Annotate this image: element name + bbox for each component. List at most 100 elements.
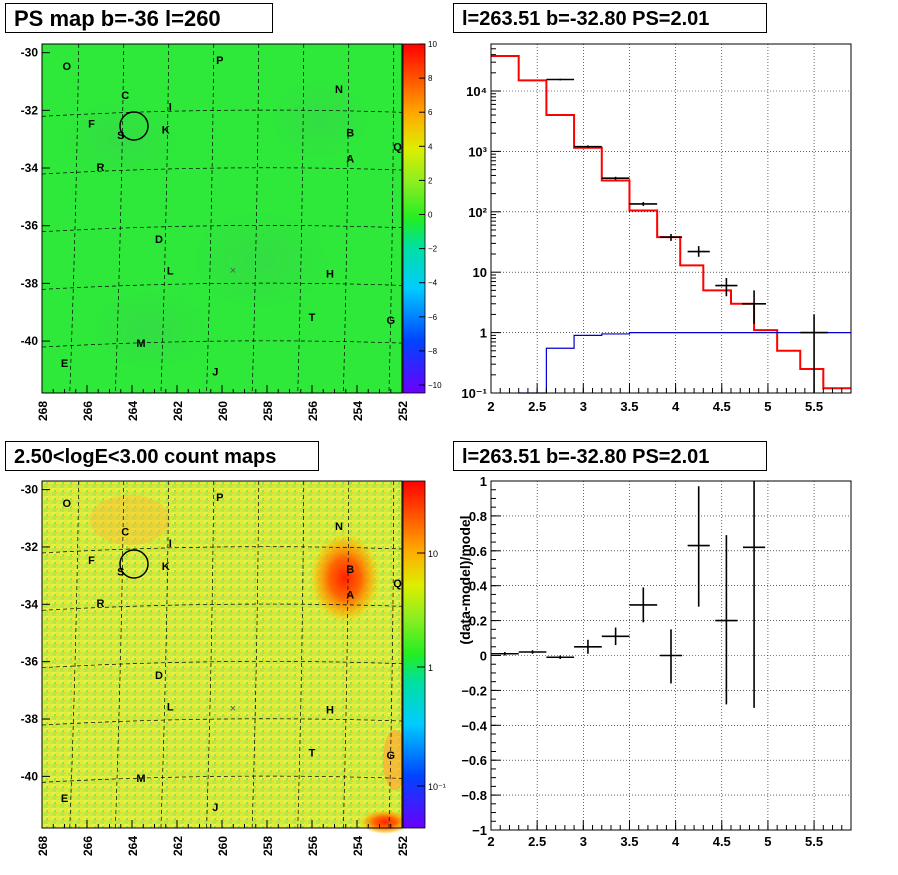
count-map-x-tick: 256	[306, 836, 320, 856]
count-map-y-tick: -36	[21, 655, 39, 669]
count-map-x-tick: 262	[171, 836, 185, 856]
count-colorbar-tick-label: 10⁻¹	[428, 782, 446, 792]
spectrum-x-tick: 2.5	[528, 399, 546, 414]
count-map-title: 2.50<logE<3.00 count maps	[5, 441, 319, 471]
ps-map-x-tick: 264	[126, 401, 140, 421]
residual-x-tick: 4	[672, 834, 680, 849]
residual-title: l=263.51 b=-32.80 PS=2.01	[453, 441, 767, 471]
spectrum-panel: 2 2.5 3 3.5 4 4.5 5 5.5 10⁻¹ 1 10 10² 10³ 10⁴	[461, 43, 852, 414]
spectrum-title: l=263.51 b=-32.80 PS=2.01	[453, 3, 767, 33]
residual-y-tick: −0.2	[461, 683, 487, 698]
count-map-label-M: M	[136, 773, 145, 785]
count-map-label-N: N	[335, 521, 343, 533]
ps-map-x-tick: 266	[81, 401, 95, 421]
count-map-label-G: G	[386, 750, 395, 762]
residual-x-tick: 2	[487, 834, 494, 849]
residual-y-axis-label: (data-model)/model	[457, 515, 473, 644]
spectrum-plot	[491, 54, 851, 394]
count-map-y-tick: -32	[21, 540, 39, 554]
residual-axes: 2 2.5 3 3.5 4 4.5 5 5.5 1 0.8 0.6 0.4 0.2 0 −0.2 −0.4 −0…	[461, 474, 852, 849]
ps-map-label-A: A	[346, 153, 354, 165]
svg-text:×: ×	[230, 703, 236, 715]
count-map-panel: O C P N I F K S B Q A R D L H T G M E J × 268 266 264 262 260 25…	[21, 480, 446, 856]
ps-colorbar-tick-label: −6	[428, 313, 438, 322]
count-map-label-J: J	[212, 802, 218, 814]
residual-y-tick: 0.8	[469, 509, 487, 524]
count-map-source-labels: O C P N I F K S B Q A R D L H T G M E J	[61, 492, 402, 814]
ps-map-x-tick: 256	[306, 401, 320, 421]
ps-map-x-tick: 260	[216, 401, 230, 421]
count-map-y-tick: -40	[21, 769, 39, 783]
ps-map-y-tick: -38	[21, 276, 39, 290]
residual-x-tick: 2.5	[528, 834, 546, 849]
ps-map-label-M: M	[136, 338, 145, 350]
count-map-label-K: K	[162, 561, 170, 573]
ps-colorbar-tick-label: 2	[428, 176, 433, 185]
count-map-label-T: T	[309, 747, 316, 759]
bright-source-region	[310, 533, 380, 623]
spectrum-x-tick: 2	[487, 399, 494, 414]
count-map-x-tick: 268	[36, 836, 50, 856]
ps-map-label-C: C	[121, 90, 129, 102]
spectrum-x-tick: 5	[764, 399, 771, 414]
ps-colorbar-tick-label: −4	[428, 279, 438, 288]
residual-y-tick: 0	[480, 649, 487, 664]
count-map-x-tick: 258	[261, 836, 275, 856]
residual-y-tick: 1	[480, 474, 487, 489]
spectrum-y-tick: 10²	[468, 205, 487, 220]
ps-map-x-tick: 258	[261, 401, 275, 421]
residual-y-tick: 0.6	[469, 544, 487, 559]
ps-colorbar-tick-label: 10	[428, 40, 437, 49]
source-circle-marker	[119, 111, 149, 141]
count-map-axes: 268 266 264 262 260 258 256 254 252 -30 -32 -34 -36 -…	[21, 483, 410, 856]
ps-map-label-H: H	[326, 269, 334, 281]
ps-colorbar-ticks: 10 8 6 4 2 0 −2 −4 −6 −8 −10	[419, 40, 442, 390]
ps-map-y-tick: -32	[21, 103, 39, 117]
spectrum-y-tick: 10⁴	[466, 84, 487, 99]
ps-map-x-tick: 268	[36, 401, 50, 421]
model-total-line	[491, 54, 851, 390]
spectrum-x-tick: 4	[672, 399, 680, 414]
count-map-x-tick: 252	[396, 836, 410, 856]
count-map-label-D: D	[155, 670, 163, 682]
ps-map-label-J: J	[212, 367, 218, 379]
ps-map-label-I: I	[169, 101, 172, 113]
ps-colorbar	[403, 44, 425, 393]
ps-map-label-E: E	[61, 358, 68, 370]
ps-colorbar-tick-label: 8	[428, 74, 433, 83]
residual-y-tick: −0.6	[461, 753, 487, 768]
spectrum-x-tick: 5.5	[805, 399, 823, 414]
count-colorbar-tick-label: 1	[428, 663, 433, 673]
spectrum-y-tick: 10⁻¹	[461, 386, 487, 401]
ps-map-y-tick: -30	[21, 46, 39, 60]
count-map-label-P: P	[216, 492, 223, 504]
ps-map-label-Q: Q	[393, 142, 402, 154]
spectrum-x-tick: 3.5	[620, 399, 638, 414]
count-map-label-R: R	[97, 598, 105, 610]
ps-map-axes: 268 266 264 262 260 258 256 254 252 -30 -32 -34 -36 -…	[21, 46, 410, 421]
residual-x-tick: 5	[764, 834, 771, 849]
count-map-label-O: O	[62, 498, 71, 510]
count-map-y-tick: -38	[21, 712, 39, 726]
residual-panel: 2 2.5 3 3.5 4 4.5 5 5.5 1 0.8 0.6 0.4 0.2 0 −0.2 −0.4 −0…	[457, 474, 852, 849]
ps-map-label-K: K	[162, 124, 170, 136]
ps-colorbar-tick-label: −8	[428, 347, 438, 356]
model-source-line	[518, 332, 851, 394]
count-colorbar	[403, 481, 425, 828]
count-map-graticule	[41, 480, 403, 829]
residual-y-tick: 0.2	[469, 614, 487, 629]
ps-map-label-L: L	[167, 266, 174, 278]
ps-colorbar-tick-label: −10	[428, 381, 442, 390]
residual-plot	[491, 481, 766, 708]
ps-map-x-tick: 252	[396, 401, 410, 421]
ps-map-label-N: N	[335, 84, 343, 96]
ps-map-graticule	[41, 43, 403, 394]
count-map-x-tick: 254	[351, 836, 365, 856]
ps-colorbar-tick-label: 0	[428, 211, 433, 220]
count-map-x-tick: 264	[126, 836, 140, 856]
count-map-label-E: E	[61, 793, 68, 805]
spectrum-x-tick: 3	[580, 399, 587, 414]
ps-colorbar-tick-label: −2	[428, 245, 438, 254]
residual-y-tick: −0.4	[461, 718, 487, 733]
